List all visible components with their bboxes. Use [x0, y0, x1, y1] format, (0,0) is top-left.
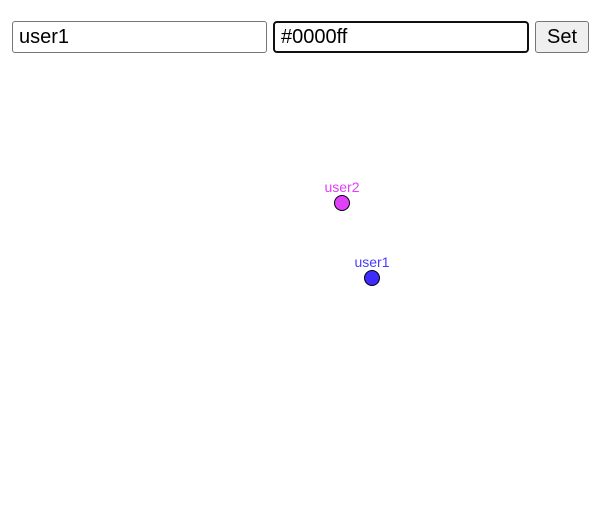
user-canvas: user2 user1 — [0, 60, 612, 525]
user-dot — [364, 270, 380, 286]
user-label: user2 — [324, 179, 360, 195]
username-input[interactable] — [12, 21, 267, 53]
set-button[interactable]: Set — [535, 21, 589, 53]
user-form: Set — [12, 21, 589, 53]
user-dot — [334, 195, 350, 211]
user-label: user1 — [354, 254, 390, 270]
color-input[interactable] — [273, 21, 529, 53]
